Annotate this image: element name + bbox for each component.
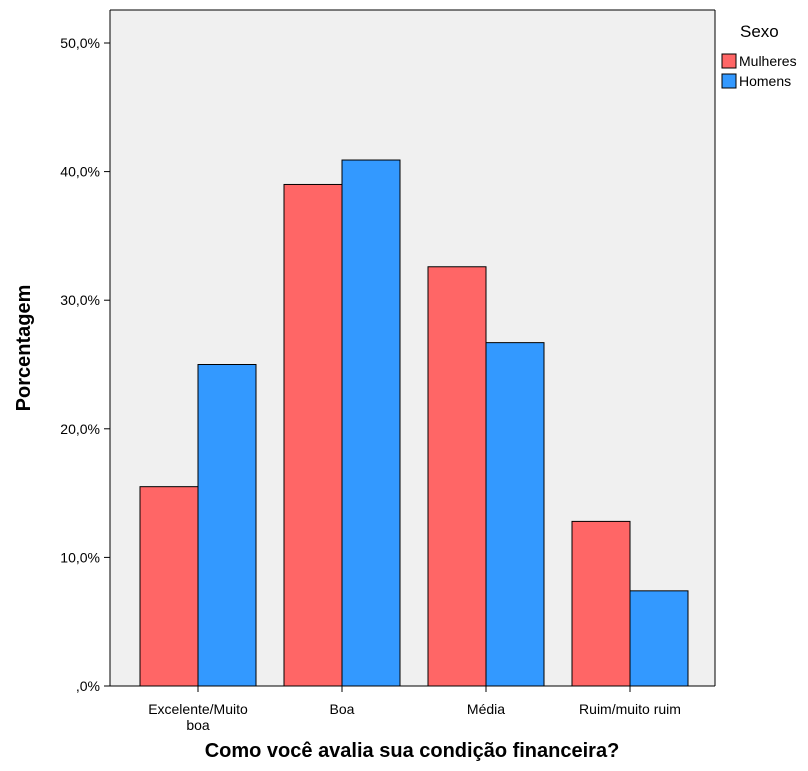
legend-title: Sexo — [740, 22, 779, 41]
y-tick-label: 20,0% — [60, 421, 100, 437]
bar-mulheres-2 — [283, 183, 343, 687]
x-tick-label: Boa — [330, 701, 355, 717]
bar-mulheres-1 — [139, 486, 199, 687]
bar-homens-1 — [197, 364, 257, 687]
y-tick-label: 40,0% — [60, 164, 100, 180]
legend-label-mulheres: Mulheres — [739, 53, 797, 69]
legend: Sexo Mulheres Homens — [721, 22, 797, 89]
y-tick-label: ,0% — [76, 678, 100, 694]
y-tick-label: 10,0% — [60, 549, 100, 565]
y-tick-label: 50,0% — [60, 35, 100, 51]
x-axis-title: Como você avalia sua condição financeira… — [205, 740, 620, 762]
bar-homens-3 — [485, 342, 545, 687]
y-tick-label: 30,0% — [60, 292, 100, 308]
x-tick-label: boa — [186, 717, 210, 733]
legend-label-homens: Homens — [739, 73, 791, 89]
bar-homens-2 — [341, 159, 401, 687]
x-tick-label: Excelente/Muito — [148, 701, 248, 717]
bar-mulheres-4 — [571, 520, 631, 687]
legend-swatch-homens — [721, 73, 737, 89]
x-tick-label: Média — [467, 701, 505, 717]
legend-swatch-mulheres — [721, 53, 737, 69]
bar-homens-4 — [629, 590, 689, 687]
y-axis-title: Porcentagem — [13, 285, 35, 412]
bar-mulheres-3 — [427, 266, 487, 687]
x-tick-label: Ruim/muito ruim — [579, 701, 681, 717]
